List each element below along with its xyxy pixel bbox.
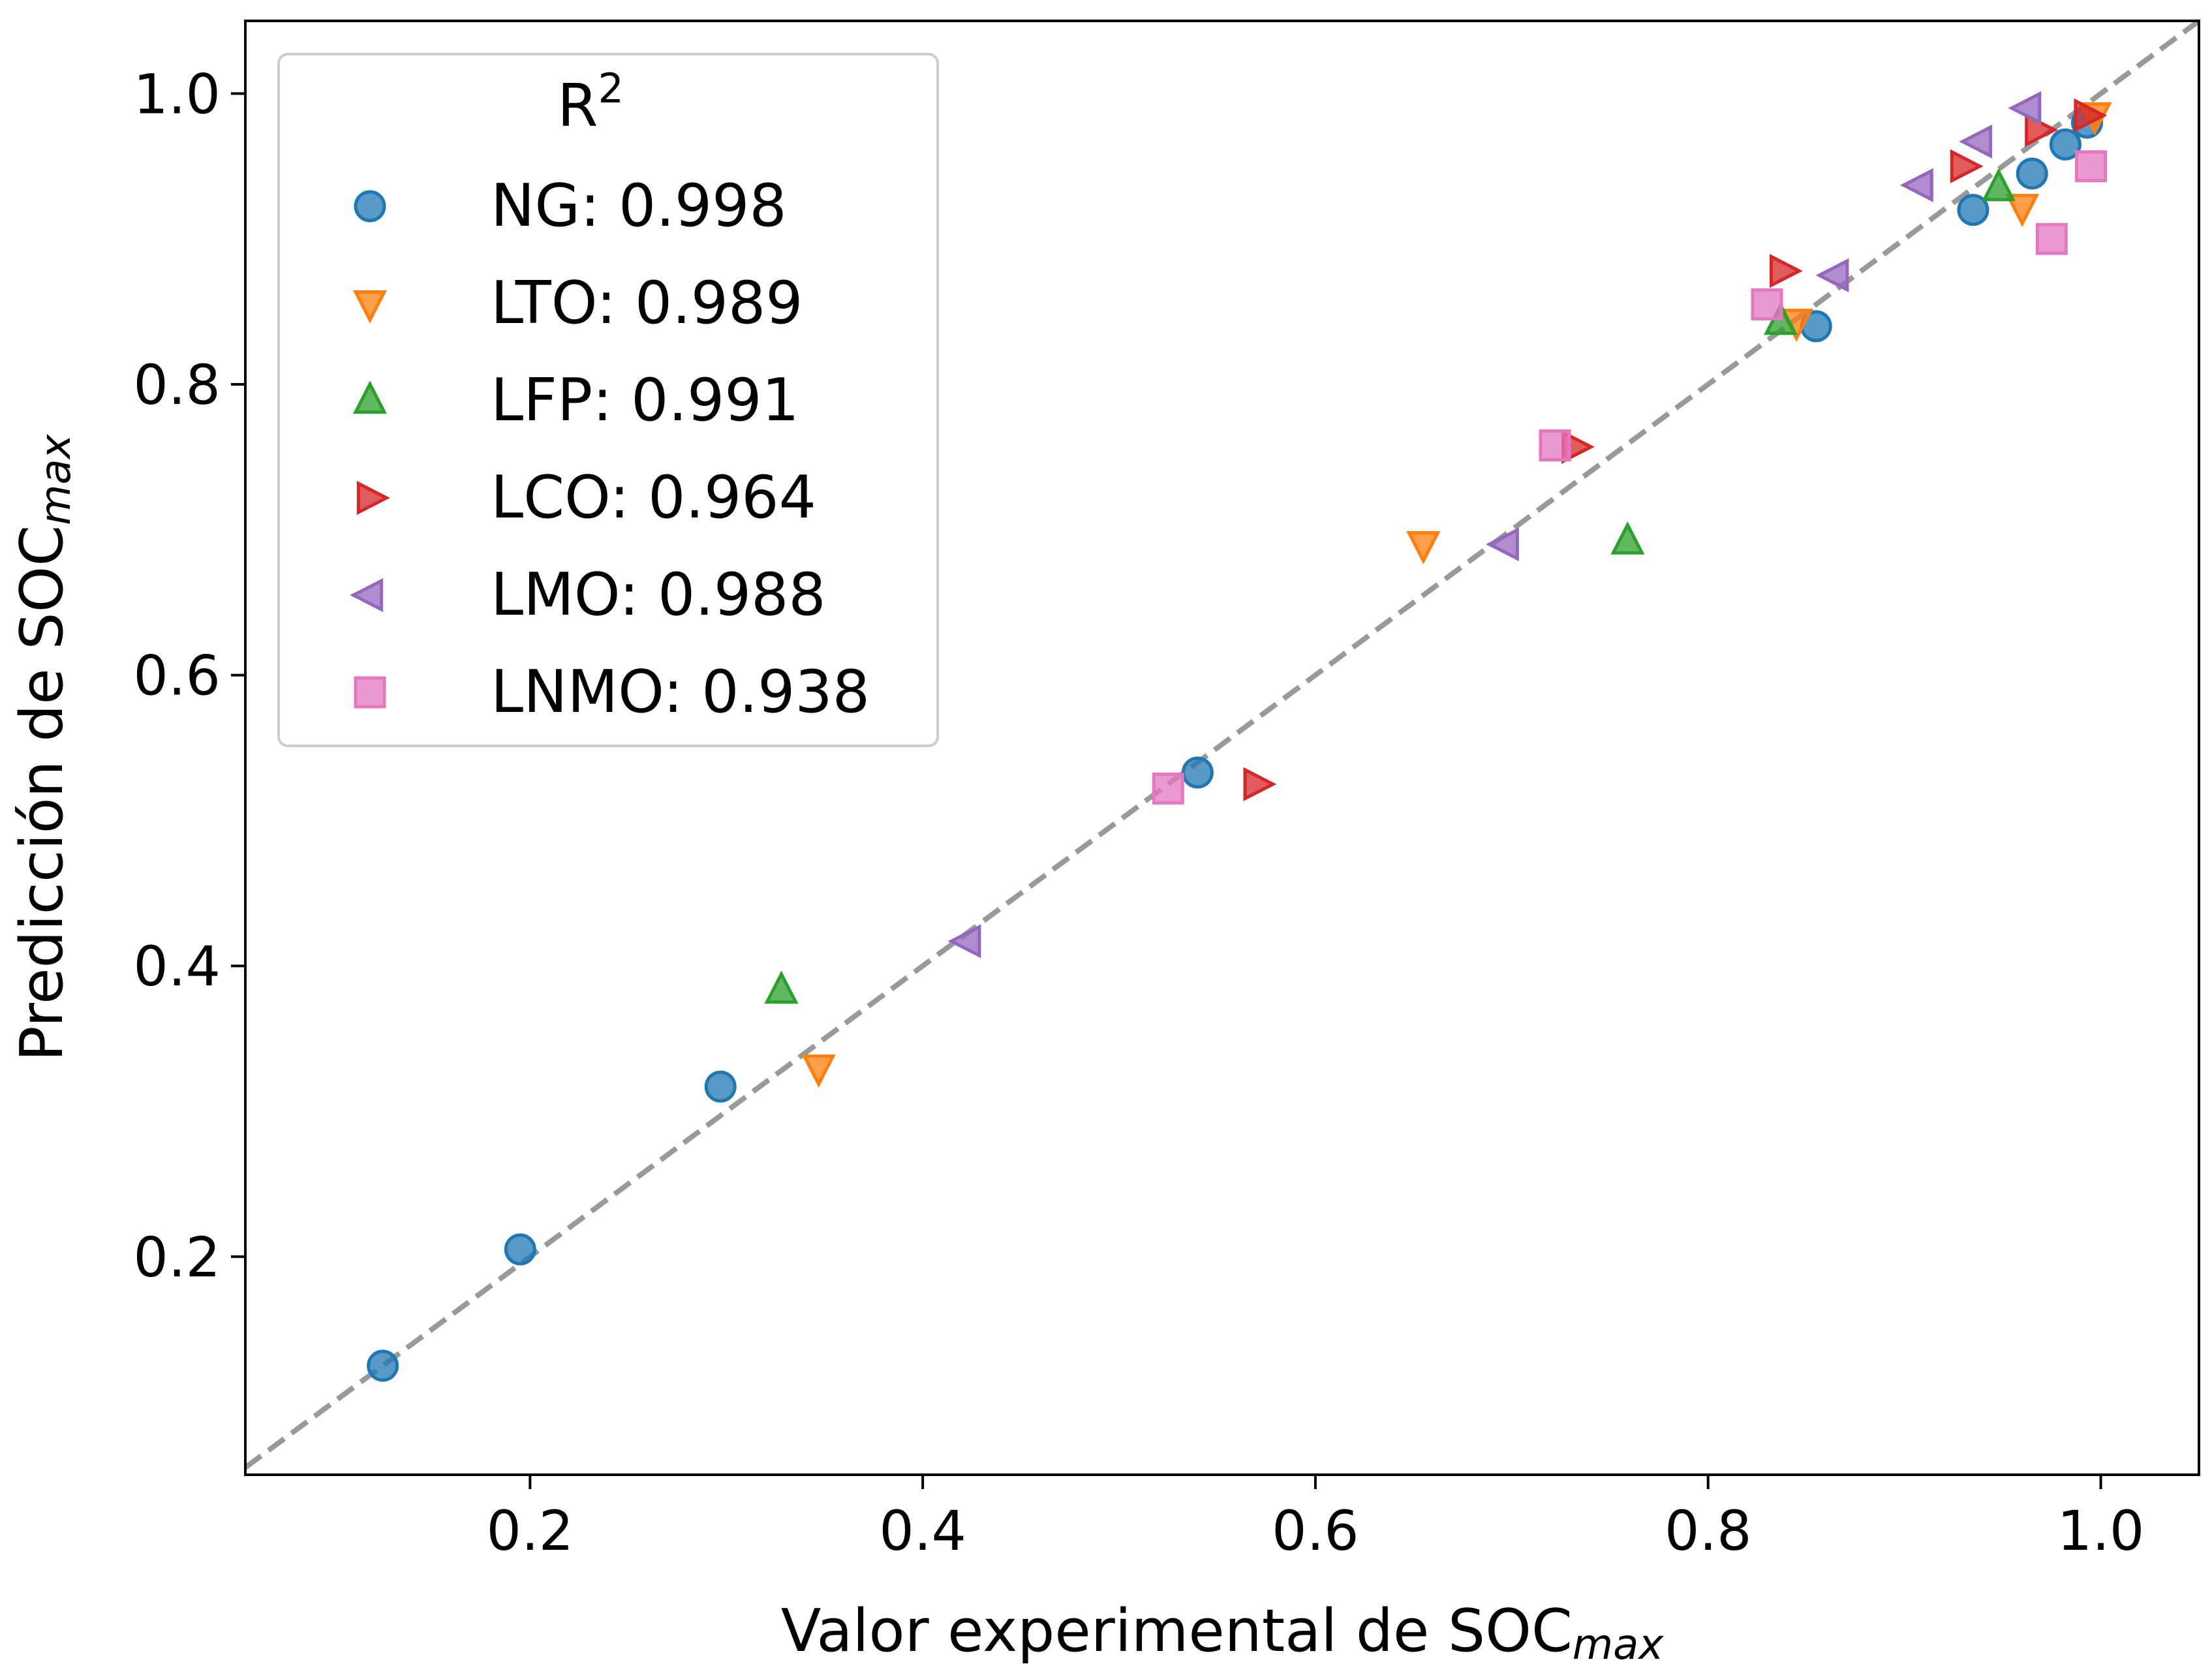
- data-point: [1243, 767, 1277, 801]
- legend-entry: LNMO: 0.938: [354, 658, 870, 726]
- legend-marker: [350, 578, 384, 613]
- legend-marker: [356, 480, 390, 516]
- legend-entry: LTO: 0.989: [352, 269, 803, 337]
- x-tick-label: 1.0: [2057, 1499, 2145, 1563]
- legend-entry: LMO: 0.988: [350, 561, 826, 629]
- data-point: [504, 1233, 536, 1266]
- y-tick-label: 1.0: [133, 62, 221, 126]
- y-axis-label: Predicción de SOCmax: [8, 433, 80, 1061]
- legend-title-text: R: [557, 72, 598, 140]
- data-point: [947, 924, 981, 959]
- plot-frame: [244, 20, 2200, 1476]
- data-point: [1981, 168, 2016, 202]
- legend-label: NG: 0.998: [491, 172, 787, 240]
- data-point: [2074, 98, 2108, 132]
- data-point: [2016, 157, 2048, 190]
- reference-line-layer: [243, 18, 2201, 1470]
- data-point: [2005, 194, 2040, 227]
- data-point: [1769, 254, 1803, 288]
- legend-entry: NG: 0.998: [354, 172, 787, 240]
- data-point: [1950, 149, 1984, 183]
- data-point: [704, 1070, 737, 1103]
- y-tick-label: 0.6: [133, 644, 221, 708]
- series-4: [947, 91, 2042, 959]
- x-axis-label-text: Valor experimental de SOC: [781, 1597, 1573, 1664]
- series-3: [1243, 98, 2108, 801]
- x-tick-label: 0.8: [1665, 1499, 1752, 1563]
- x-tick-label: 0.6: [1272, 1499, 1359, 1563]
- data-point: [1610, 521, 1645, 555]
- legend-title: R2: [557, 65, 624, 140]
- legend-marker: [352, 290, 388, 324]
- y-axis-label-text: Predicción de SOC: [8, 525, 76, 1062]
- legend-marker: [354, 190, 386, 223]
- y-axis-ticks: 0.2 0.4 0.6 0.8 1.0: [133, 62, 245, 1289]
- data-points-layer: [367, 91, 2112, 1382]
- y-tick-label: 0.4: [133, 934, 221, 998]
- legend-marker: [354, 676, 386, 709]
- data-point: [1957, 194, 1989, 226]
- legend-entries: NG: 0.998 LTO: 0.989 LFP: 0.991 LCO: 0.964 L…: [350, 172, 870, 726]
- data-point: [2035, 223, 2068, 255]
- y-tick-label: 0.2: [133, 1225, 221, 1289]
- data-point: [1751, 288, 1783, 320]
- legend-label: LNMO: 0.938: [491, 658, 870, 726]
- legend-label: LMO: 0.988: [491, 561, 826, 629]
- data-point: [1959, 124, 1993, 159]
- legend-marker: [352, 380, 388, 414]
- x-tick-label: 0.4: [879, 1499, 966, 1563]
- data-point: [1815, 258, 1849, 292]
- legend-label: LFP: 0.991: [491, 366, 799, 435]
- data-point: [1181, 756, 1214, 789]
- data-point: [2075, 150, 2108, 183]
- data-point: [1899, 168, 1933, 202]
- data-point: [2049, 128, 2081, 161]
- x-axis-label: Valor experimental de SOCmax: [781, 1597, 1665, 1664]
- legend: R2 NG: 0.998 LTO: 0.989 LFP: 0.991 LCO: 0.9…: [277, 53, 939, 747]
- data-point: [1486, 527, 1519, 562]
- legend-title-superscript: 2: [598, 65, 624, 112]
- data-point: [1539, 429, 1571, 462]
- legend-label: LTO: 0.989: [491, 269, 803, 337]
- legend-entry: LCO: 0.964: [356, 463, 816, 532]
- y-axis-label-subscript: max: [32, 433, 80, 525]
- data-point: [367, 1349, 399, 1382]
- data-point: [764, 970, 799, 1004]
- data-point: [1406, 531, 1441, 564]
- x-axis-ticks: 0.2 0.4 0.6 0.8 1.0: [487, 1475, 2145, 1563]
- legend-entry: LFP: 0.991: [352, 366, 799, 435]
- x-axis-label-subscript: max: [1573, 1621, 1665, 1664]
- data-point: [1152, 772, 1184, 805]
- y-tick-label: 0.8: [133, 353, 221, 417]
- reference-line-y-equals-x: [243, 18, 2201, 1470]
- x-tick-label: 0.2: [487, 1499, 574, 1563]
- series-5: [1152, 150, 2108, 805]
- legend-box: [277, 53, 939, 747]
- data-point: [801, 1055, 836, 1088]
- data-point: [2008, 91, 2042, 125]
- legend-label: LCO: 0.964: [491, 463, 816, 532]
